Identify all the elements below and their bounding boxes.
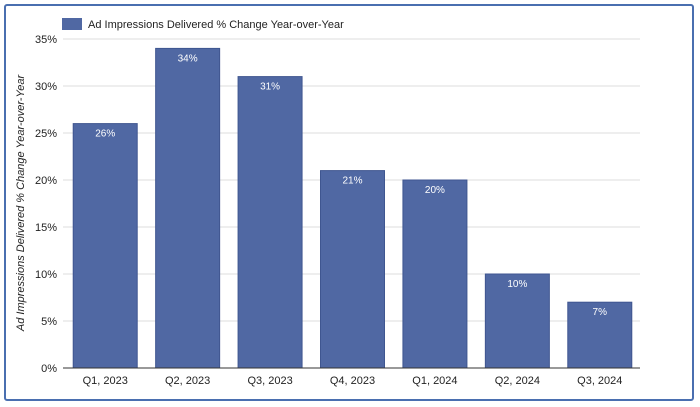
legend-swatch — [62, 18, 82, 30]
bar — [72, 123, 138, 369]
bar-value-label: 31% — [260, 82, 280, 93]
x-tick-label: Q3, 2023 — [247, 375, 292, 387]
x-tick-label: Q1, 2023 — [83, 375, 128, 387]
y-axis-ticks: 0% 5% 10% 15% 20% 25% 30% 35% — [35, 34, 57, 375]
x-tick-label: Q3, 2024 — [577, 375, 622, 387]
bars — [72, 47, 633, 369]
bar-value-label: 34% — [178, 53, 198, 64]
bar-value-label: 26% — [95, 129, 115, 140]
y-tick-label: 10% — [35, 269, 57, 281]
legend-label: Ad Impressions Delivered % Change Year-o… — [88, 19, 344, 31]
y-tick-label: 25% — [35, 128, 57, 140]
y-axis-title: Ad Impressions Delivered % Change Year-o… — [15, 74, 27, 333]
bar-value-label: 7% — [593, 307, 608, 318]
bar — [402, 179, 468, 369]
y-tick-label: 5% — [41, 316, 57, 328]
x-tick-label: Q1, 2024 — [412, 375, 457, 387]
x-axis-ticks: Q1, 2023 Q2, 2023 Q3, 2023 Q4, 2023 Q1, 2024… — [83, 375, 623, 387]
bar — [320, 170, 385, 369]
y-tick-label: 20% — [35, 175, 57, 187]
y-tick-label: 0% — [41, 363, 57, 375]
x-tick-label: Q2, 2023 — [165, 375, 210, 387]
bar-value-label: 21% — [342, 176, 362, 187]
bar — [484, 273, 550, 369]
x-tick-label: Q2, 2024 — [495, 375, 540, 387]
y-tick-label: 30% — [35, 81, 57, 93]
bar — [567, 301, 633, 369]
data-labels: 26% 34% 31% 21% 20% 10% 7% — [95, 53, 607, 318]
bar — [155, 47, 221, 369]
bar-value-label: 20% — [425, 185, 445, 196]
y-tick-label: 35% — [35, 34, 57, 46]
x-tick-label: Q4, 2023 — [330, 375, 375, 387]
bar — [237, 76, 303, 369]
legend: Ad Impressions Delivered % Change Year-o… — [62, 18, 344, 31]
bar-value-label: 10% — [507, 279, 527, 290]
y-tick-label: 15% — [35, 222, 57, 234]
